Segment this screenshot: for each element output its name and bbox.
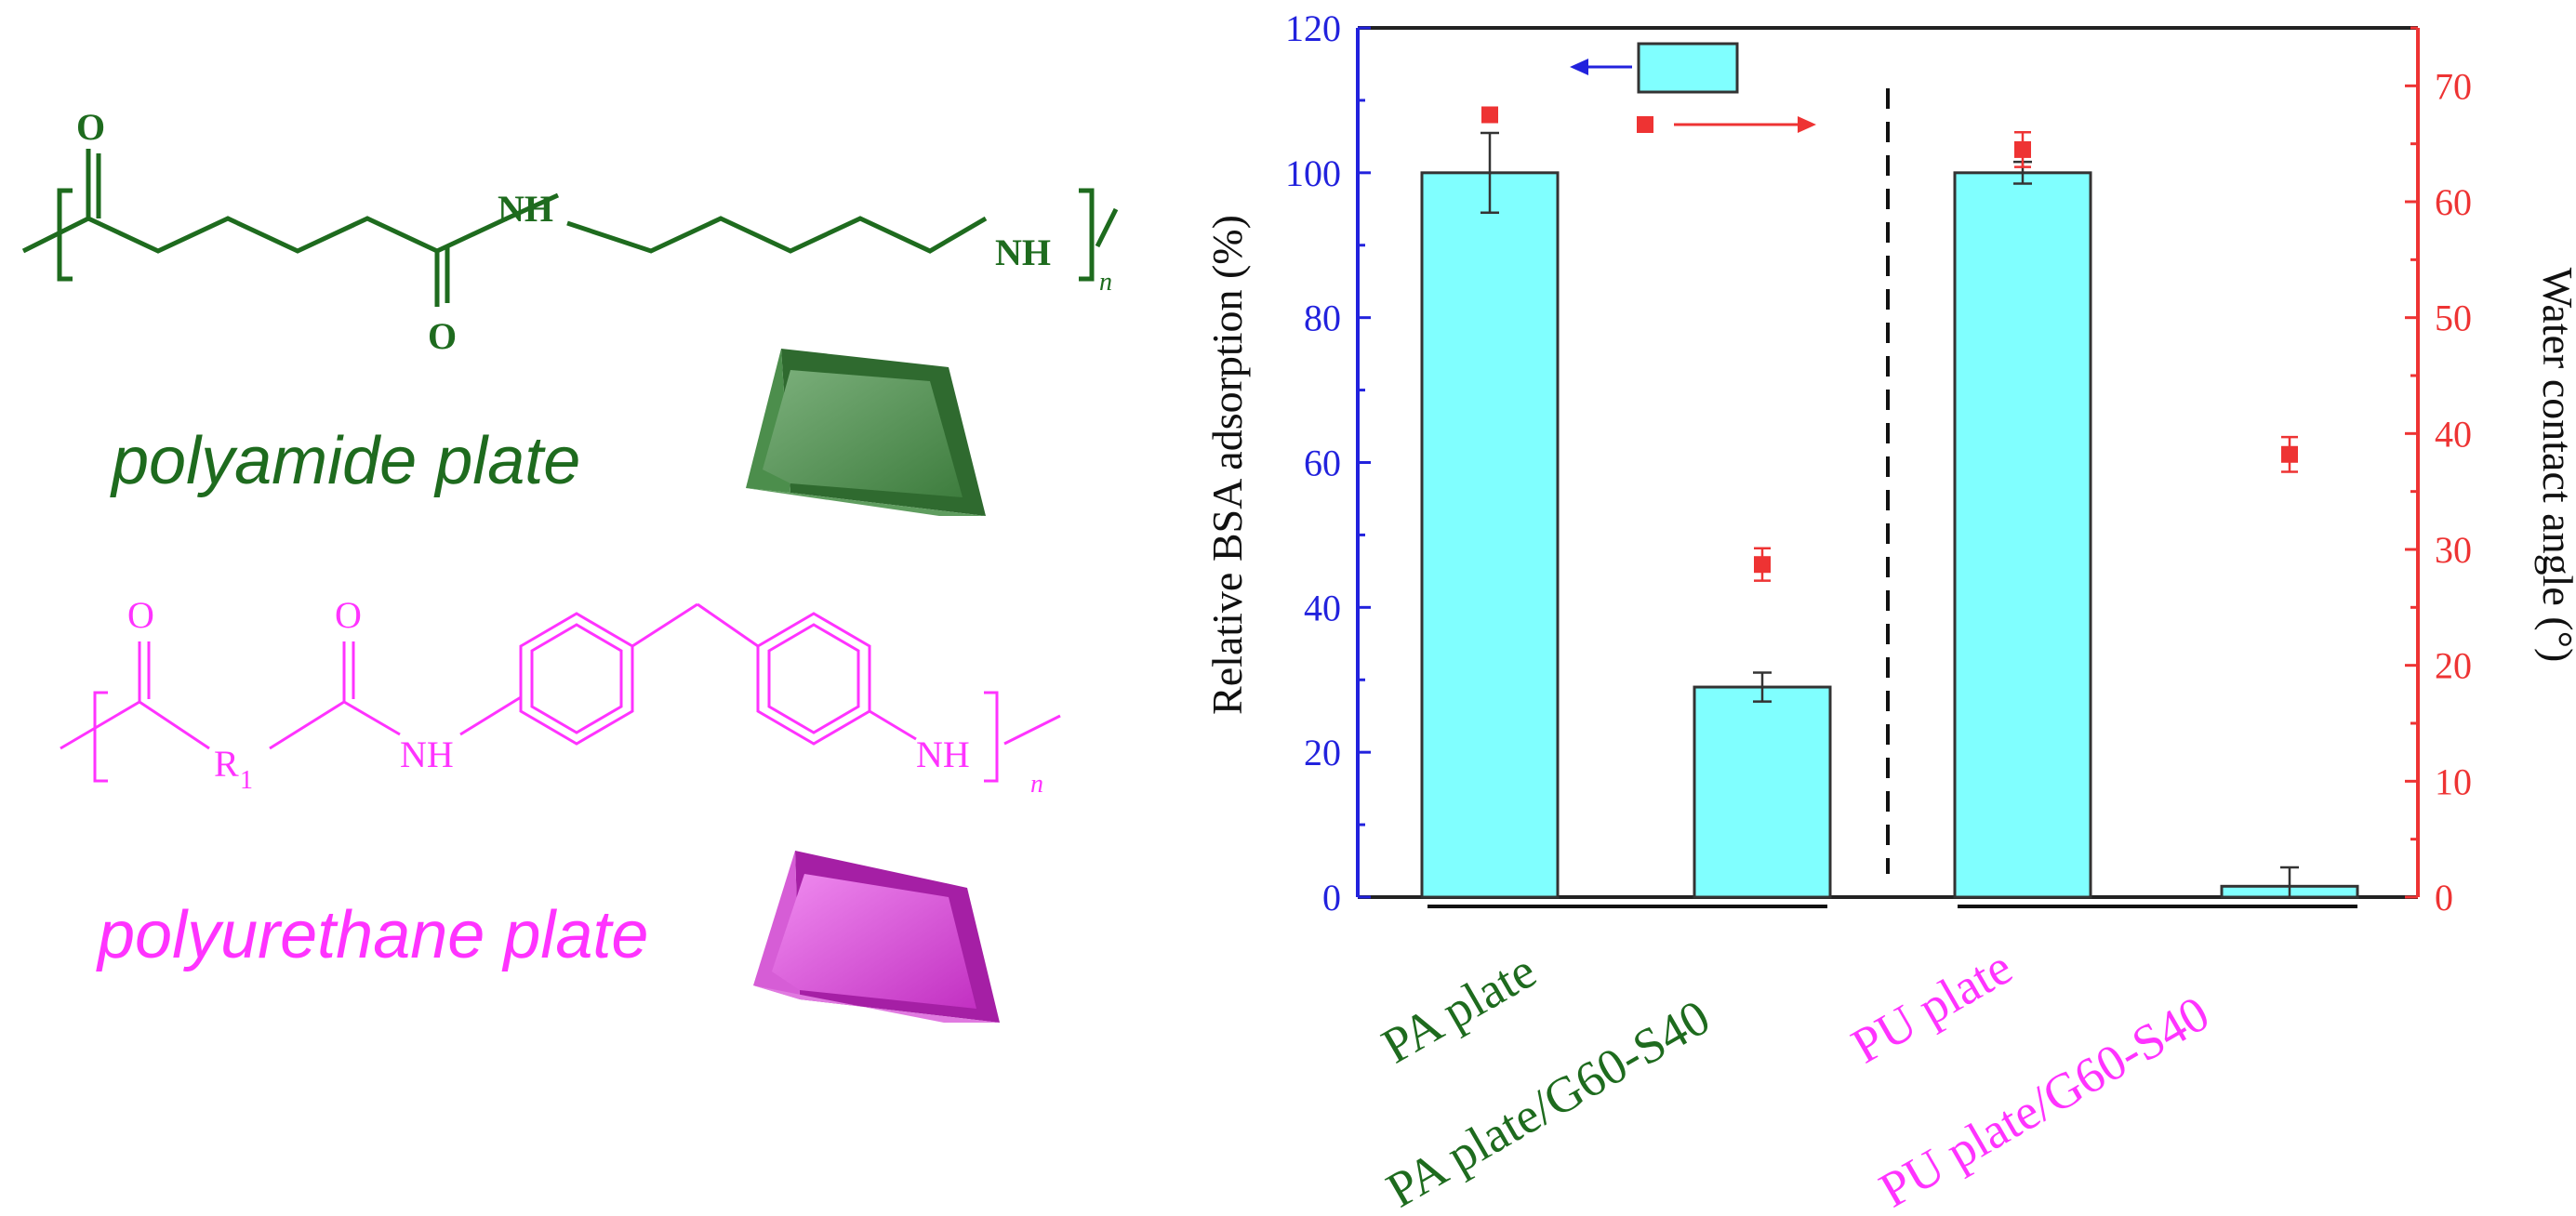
polyurethane-atom-nh-2: NH xyxy=(916,734,970,775)
polyurethane-atom-nh-1: NH xyxy=(400,734,454,775)
left-axis-title: Relative BSA adsorption (%) xyxy=(1203,215,1251,715)
right-axis-title: Water contact angle (°) xyxy=(2534,268,2576,663)
right-axis-tick-label: 20 xyxy=(2435,645,2472,687)
point-series xyxy=(1481,106,2298,582)
polyamide-atom-nh-2: NH xyxy=(995,231,1051,273)
polyurethane-ring-1 xyxy=(519,612,634,746)
left-axis-ticks: 0 20 40 60 80 100 120 xyxy=(1285,7,1371,919)
polyamide-bracket-left xyxy=(57,188,73,282)
polyamide-backbone-2 xyxy=(566,216,988,254)
polyurethane-bracket-left xyxy=(93,691,108,783)
left-axis-tick-label: 60 xyxy=(1304,443,1341,484)
right-axis-tick-label: 60 xyxy=(2435,181,2472,223)
category-label: PA plate xyxy=(1373,943,1545,1075)
right-axis-tick-label: 0 xyxy=(2435,877,2453,919)
polyamide-bracket-right xyxy=(1079,188,1095,282)
right-axis-tick-label: 40 xyxy=(2435,413,2472,455)
bar xyxy=(1420,171,1560,899)
polyamide-structure xyxy=(21,149,1119,307)
left-axis-tick-label: 20 xyxy=(1304,732,1341,773)
left-axis-tick-label: 40 xyxy=(1304,587,1341,628)
polyurethane-plate-image xyxy=(753,851,1000,1023)
right-axis-tick-label: 30 xyxy=(2435,529,2472,571)
polyurethane-backbone-2 xyxy=(269,700,401,750)
polyurethane-ring-2 xyxy=(756,612,871,746)
polyurethane-structure xyxy=(60,602,1061,783)
data-point xyxy=(1754,556,1771,574)
polyurethane-atom-r: R xyxy=(214,743,239,785)
legend-point-arrowhead xyxy=(1798,116,1816,133)
polyurethane-atom-r-subscript: 1 xyxy=(240,766,253,795)
legend-bar-arrowhead xyxy=(1570,59,1588,75)
chart-legend xyxy=(1570,42,1816,133)
left-axis-tick-label: 0 xyxy=(1322,877,1341,919)
right-axis-ticks: 0 10 20 30 40 50 60 70 xyxy=(2405,26,2472,919)
right-axis-tick-label: 10 xyxy=(2435,760,2472,802)
polyurethane-backbone xyxy=(60,700,210,750)
polyamide-backbone xyxy=(21,192,560,254)
legend-point-swatch xyxy=(1637,116,1653,133)
category-label: PU plate xyxy=(1842,939,2021,1075)
polyamide-subscript-n: n xyxy=(1099,268,1112,297)
polyamide-atom-o-bottom: O xyxy=(428,315,457,357)
polyurethane-plate-label: polyurethane plate xyxy=(96,898,648,972)
polyurethane-atom-o-2: O xyxy=(335,594,362,636)
legend-bar-swatch xyxy=(1637,42,1739,94)
left-axis-tick-label: 120 xyxy=(1285,7,1341,49)
left-axis-tick-label: 80 xyxy=(1304,297,1341,339)
right-axis-tick-label: 70 xyxy=(2435,65,2472,107)
data-point xyxy=(2014,140,2031,158)
polyamide-end-bond xyxy=(1095,207,1119,248)
bar xyxy=(1953,171,2092,899)
polyurethane-subscript-n: n xyxy=(1030,770,1043,799)
polyurethane-bracket-right xyxy=(984,691,999,783)
polyamide-atom-nh-1: NH xyxy=(498,188,553,230)
polyamide-atom-o-top: O xyxy=(76,106,105,148)
bar-series xyxy=(1420,131,2359,899)
left-axis-tick-label: 100 xyxy=(1285,152,1341,194)
bar xyxy=(1693,685,1832,899)
data-point xyxy=(1481,106,1498,124)
chart-area: 0 20 40 60 80 100 120 0 10 20 30 40 50 60 70 PA plate… xyxy=(1203,7,2576,1216)
polyamide-plate-image xyxy=(746,349,986,516)
polyamide-plate-label: polyamide plate xyxy=(110,424,580,498)
right-axis-tick-label: 50 xyxy=(2435,297,2472,339)
data-point xyxy=(2281,445,2298,463)
polyurethane-atom-o-1: O xyxy=(127,594,154,636)
